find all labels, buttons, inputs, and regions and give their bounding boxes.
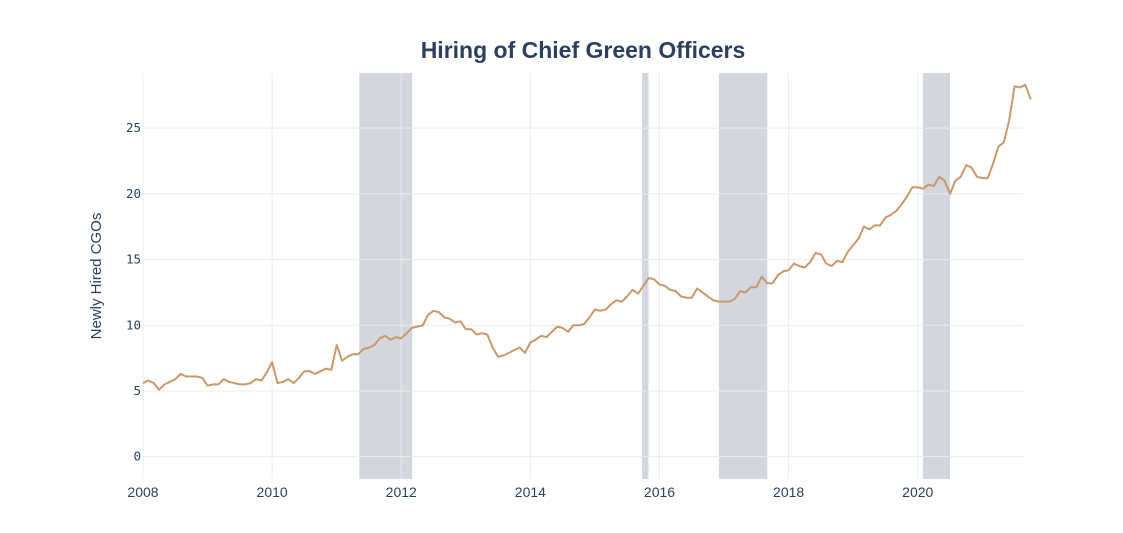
gridlines: [142, 73, 1023, 479]
y-tick-label: 0: [133, 449, 141, 464]
y-tick-label: 20: [126, 186, 141, 201]
x-tick-label: 2016: [644, 484, 675, 500]
shaded-region-2: [642, 73, 649, 479]
x-tick-label: 2012: [386, 484, 417, 500]
shaded-region-4: [922, 73, 951, 479]
recession-shading: [359, 73, 951, 479]
x-tick-label: 2020: [902, 484, 933, 500]
y-tick-label: 5: [133, 383, 141, 398]
x-tick-label: 2018: [773, 484, 804, 500]
x-axis-ticks: 2008 2010 2012 2014 2016 2018 2020: [127, 484, 933, 500]
y-tick-label: 10: [126, 317, 141, 332]
y-tick-label: 25: [126, 120, 141, 135]
y-tick-label: 15: [126, 252, 141, 267]
x-tick-label: 2008: [127, 484, 158, 500]
series-line: [142, 83, 1032, 391]
x-tick-label: 2014: [515, 484, 546, 500]
y-axis-ticks: 0 5 10 15 20 25: [126, 120, 141, 463]
shaded-region-3: [718, 73, 768, 479]
x-tick-label: 2010: [257, 484, 288, 500]
y-axis-label: Newly Hired CGOs: [88, 213, 105, 340]
chart-title: Hiring of Chief Green Officers: [421, 37, 746, 63]
shaded-region-1: [359, 73, 413, 479]
